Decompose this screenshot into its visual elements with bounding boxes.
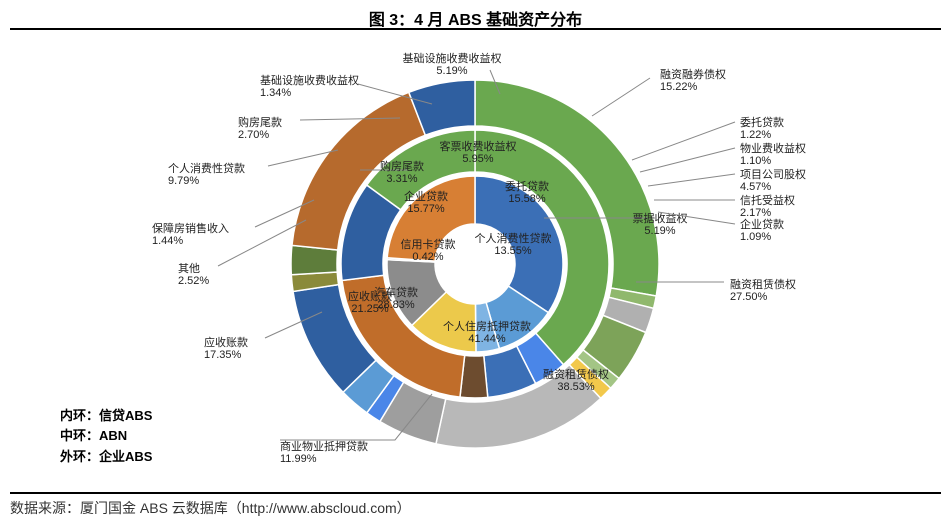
top-rule xyxy=(10,28,941,30)
callout-label: 融资租赁债权27.50% xyxy=(730,277,796,303)
callout-label: 企业贷款1.09% xyxy=(740,217,784,243)
callout-label: 委托贷款1.22% xyxy=(740,115,784,141)
callout-label: 基础设施收费收益权1.34% xyxy=(260,73,359,99)
callout-label: 个人消费性贷款9.79% xyxy=(168,161,245,187)
callout-label: 委托贷款15.58% xyxy=(505,179,549,205)
chart-title: 图 3：4 月 ABS 基础资产分布 xyxy=(0,6,951,30)
legend-outer: 外环：企业ABS xyxy=(60,447,152,468)
callout-label: 保障房销售收入1.44% xyxy=(152,221,229,247)
callout-label: 物业费收益权1.10% xyxy=(740,141,806,167)
leader-line xyxy=(592,78,650,116)
callout-label: 企业贷款15.77% xyxy=(404,189,448,215)
bottom-rule xyxy=(10,492,941,494)
leader-line xyxy=(632,122,735,160)
callout-label: 购房尾款3.31% xyxy=(380,159,424,185)
callout-label: 商业物业抵押贷款11.99% xyxy=(280,439,368,465)
callout-label: 应收账款21.25% xyxy=(348,289,392,315)
callout-label: 基础设施收费收益权5.19% xyxy=(403,51,502,77)
callout-label: 应收账款17.35% xyxy=(204,335,248,361)
source-text: 数据来源：厦门国金 ABS 云数据库（http://www.abscloud.c… xyxy=(10,498,411,518)
legend-middle: 中环：ABN xyxy=(60,426,152,447)
callout-label: 信托受益权2.17% xyxy=(740,193,795,219)
callout-label: 其他2.52% xyxy=(178,262,209,287)
callout-label: 项目公司股权4.57% xyxy=(740,168,806,193)
legend-inner: 内环：信贷ABS xyxy=(60,406,152,427)
ring-legend: 内环：信贷ABS 中环：ABN 外环：企业ABS xyxy=(60,406,152,468)
callout-label: 购房尾款2.70% xyxy=(238,115,282,141)
leader-line xyxy=(648,174,735,186)
callout-label: 融资融券债权15.22% xyxy=(660,67,726,93)
